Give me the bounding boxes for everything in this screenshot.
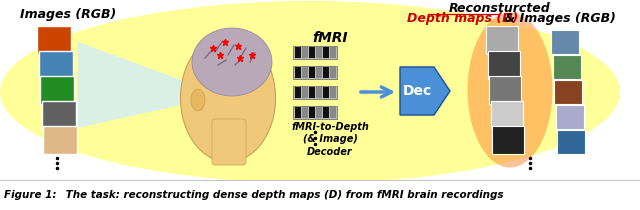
Text: The task: reconstructing dense depth maps (D) from fMRI brain recordings: The task: reconstructing dense depth map… <box>62 190 504 200</box>
Text: Figure 1:: Figure 1: <box>4 190 56 200</box>
Bar <box>309 47 315 58</box>
Bar <box>302 47 308 58</box>
Text: Depth maps (D): Depth maps (D) <box>408 12 518 25</box>
FancyBboxPatch shape <box>37 26 71 54</box>
Bar <box>323 67 329 78</box>
Text: Images (RGB): Images (RGB) <box>20 8 116 21</box>
Ellipse shape <box>191 89 205 111</box>
FancyBboxPatch shape <box>40 76 74 104</box>
Bar <box>323 107 329 118</box>
Bar <box>330 87 336 98</box>
Bar <box>309 67 315 78</box>
Bar <box>295 107 301 118</box>
FancyBboxPatch shape <box>488 51 520 79</box>
Text: Dec: Dec <box>403 84 432 98</box>
FancyBboxPatch shape <box>43 126 77 154</box>
Polygon shape <box>400 67 450 115</box>
Ellipse shape <box>0 1 620 183</box>
Bar <box>309 87 315 98</box>
FancyBboxPatch shape <box>489 76 521 104</box>
Bar <box>316 47 322 58</box>
Ellipse shape <box>467 13 552 168</box>
Bar <box>316 107 322 118</box>
Bar <box>330 107 336 118</box>
Bar <box>293 46 337 59</box>
Bar <box>323 87 329 98</box>
FancyBboxPatch shape <box>492 126 524 154</box>
FancyBboxPatch shape <box>42 101 76 129</box>
Text: Reconsturcted: Reconsturcted <box>449 2 551 15</box>
Ellipse shape <box>192 28 272 96</box>
Bar <box>323 47 329 58</box>
Bar <box>316 87 322 98</box>
FancyBboxPatch shape <box>212 119 246 165</box>
Bar <box>0 180 640 210</box>
Text: fMRI: fMRI <box>312 31 348 45</box>
FancyBboxPatch shape <box>490 101 522 129</box>
Ellipse shape <box>180 34 275 162</box>
Bar <box>302 87 308 98</box>
Bar <box>295 47 301 58</box>
Bar <box>330 47 336 58</box>
Text: & Images (RGB): & Images (RGB) <box>500 12 616 25</box>
Bar <box>330 67 336 78</box>
Bar <box>316 67 322 78</box>
FancyBboxPatch shape <box>551 30 579 54</box>
Polygon shape <box>78 42 195 128</box>
Bar <box>295 87 301 98</box>
Text: fMRI-to-Depth
(& Image)
Decoder: fMRI-to-Depth (& Image) Decoder <box>291 122 369 157</box>
FancyBboxPatch shape <box>554 80 582 104</box>
FancyBboxPatch shape <box>556 105 584 129</box>
Bar <box>295 67 301 78</box>
Bar <box>293 86 337 99</box>
FancyBboxPatch shape <box>38 51 72 79</box>
Bar <box>293 66 337 79</box>
Bar <box>302 107 308 118</box>
FancyBboxPatch shape <box>486 26 518 54</box>
Bar <box>302 67 308 78</box>
FancyBboxPatch shape <box>557 130 585 154</box>
Bar <box>309 107 315 118</box>
FancyBboxPatch shape <box>552 55 580 79</box>
Bar <box>293 106 337 119</box>
